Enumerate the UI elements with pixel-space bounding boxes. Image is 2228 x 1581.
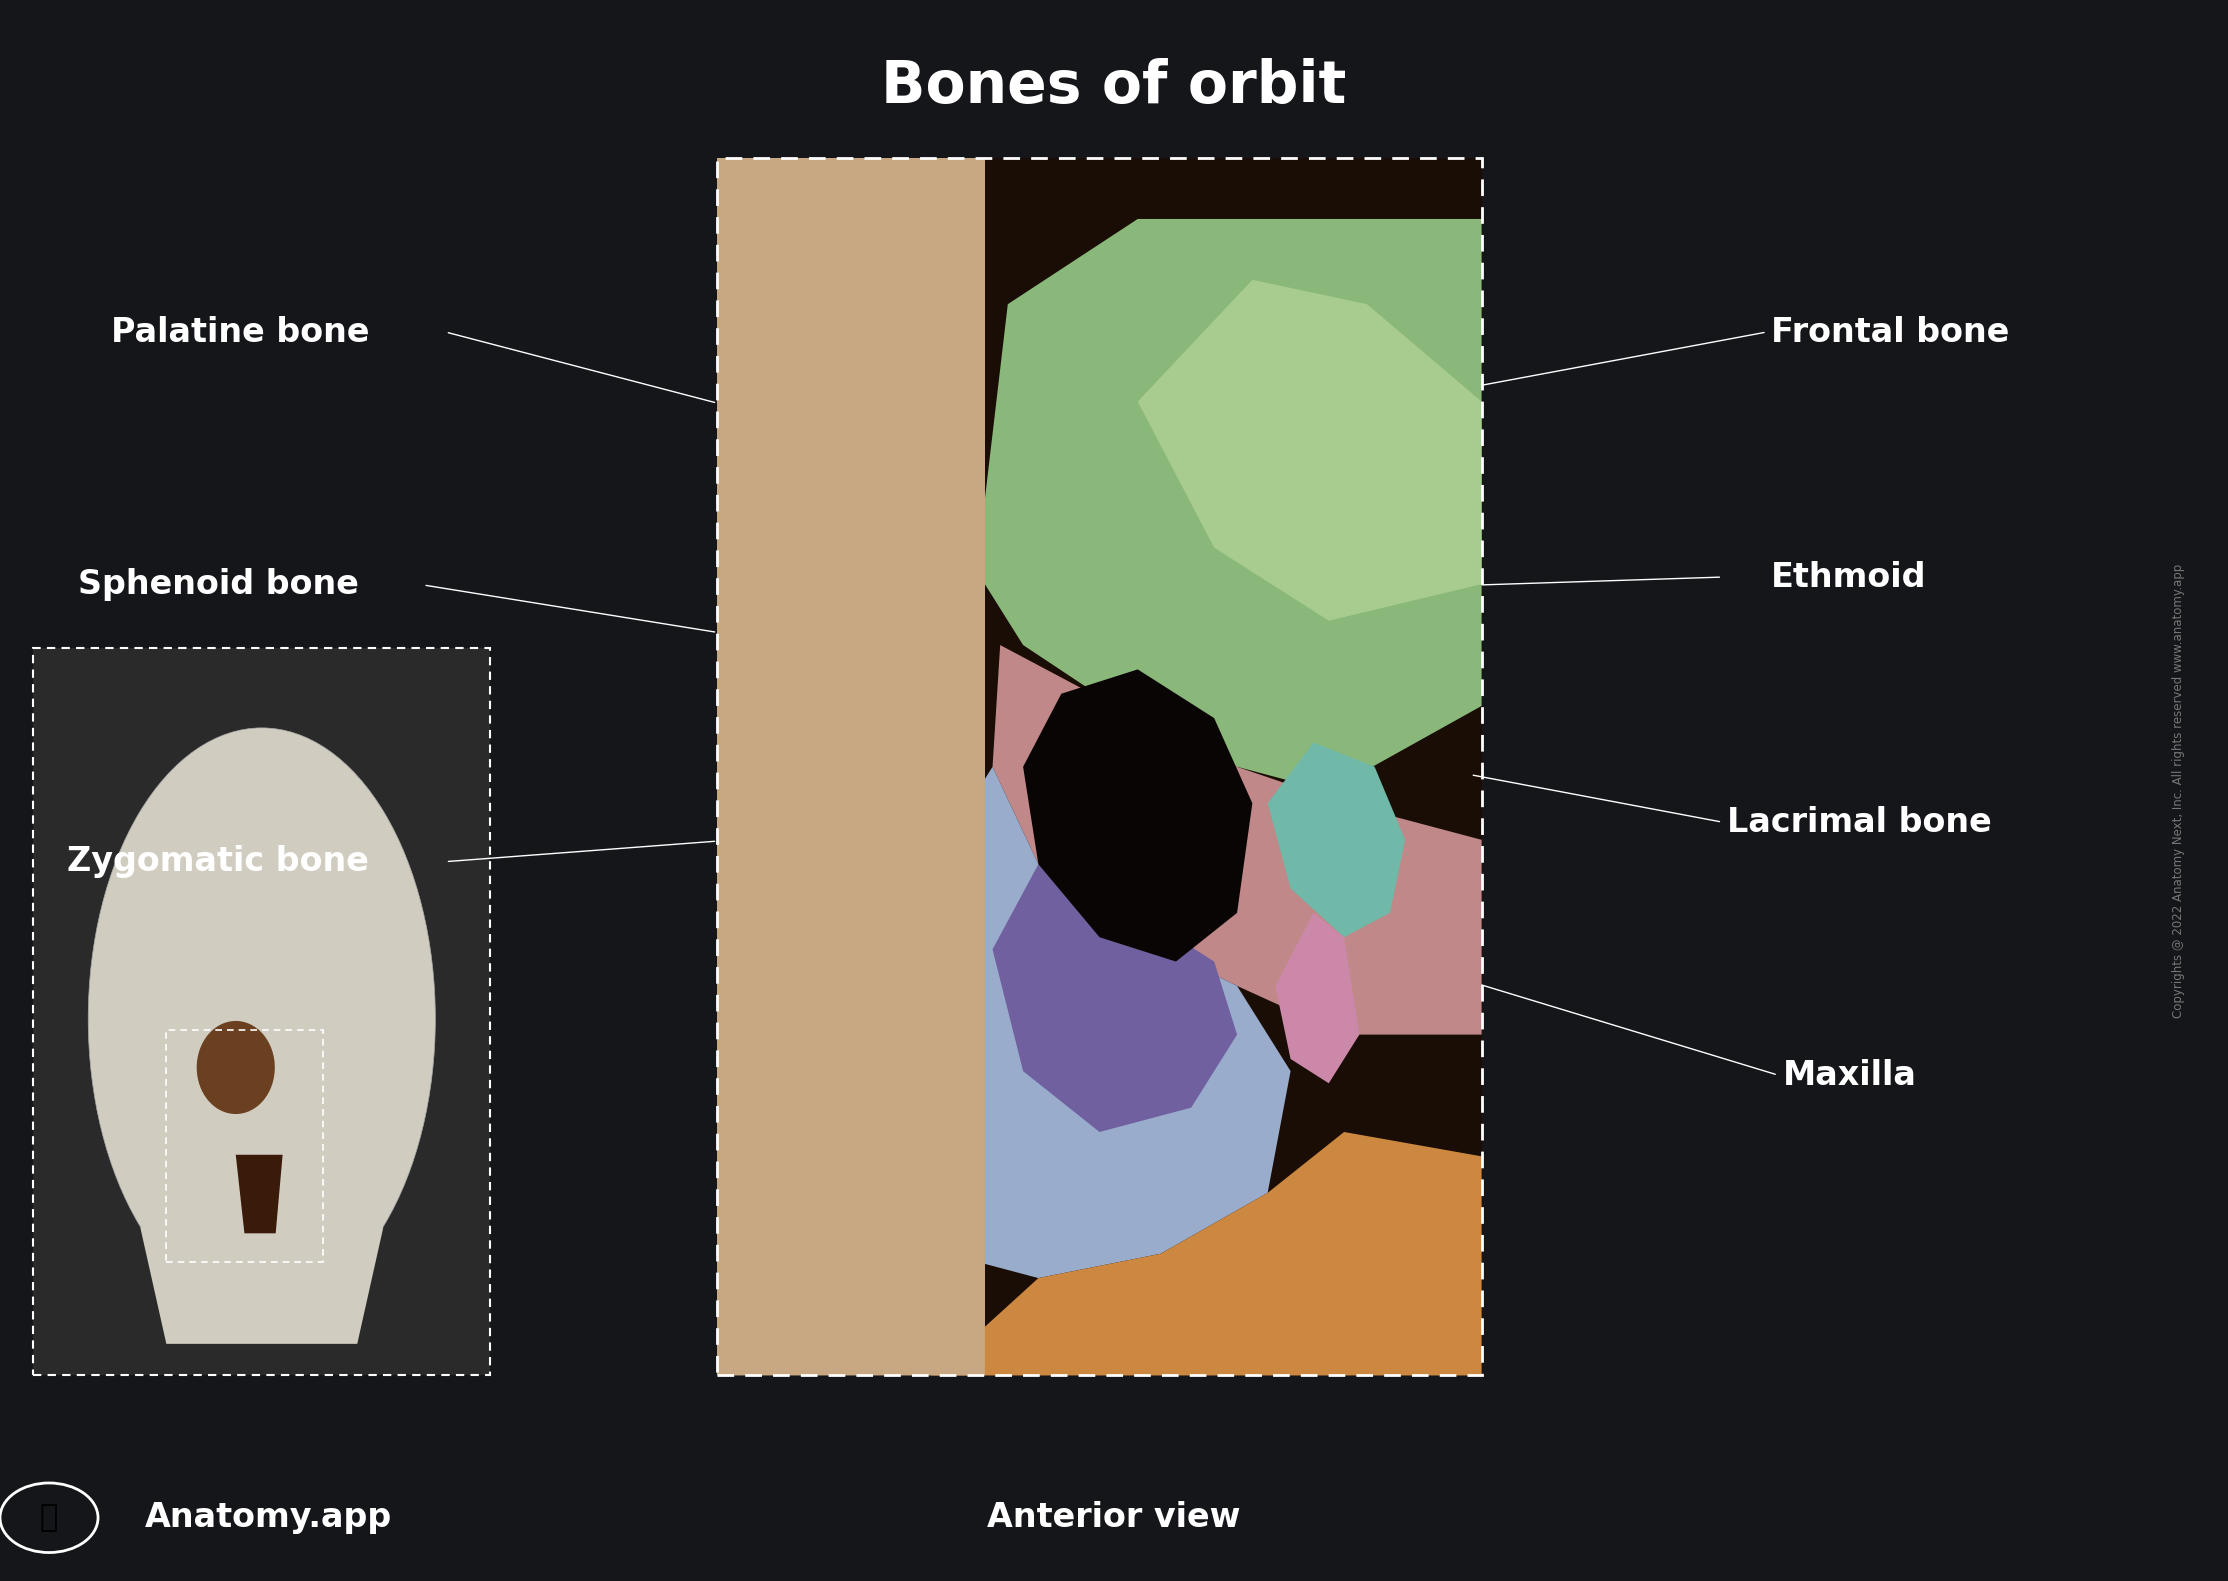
Polygon shape (916, 767, 1290, 1277)
Polygon shape (1023, 669, 1252, 961)
Ellipse shape (196, 1021, 274, 1115)
Text: Maxilla: Maxilla (1782, 1059, 1916, 1091)
Ellipse shape (89, 727, 434, 1309)
Polygon shape (1268, 743, 1406, 938)
Polygon shape (991, 865, 1237, 1132)
Polygon shape (1274, 912, 1359, 1083)
Polygon shape (140, 1227, 383, 1344)
Text: Anterior view: Anterior view (987, 1502, 1241, 1534)
Polygon shape (717, 158, 985, 1375)
Polygon shape (991, 645, 1482, 1034)
Text: Anatomy.app: Anatomy.app (145, 1502, 392, 1534)
Text: Sphenoid bone: Sphenoid bone (78, 569, 359, 601)
Polygon shape (717, 158, 1482, 1375)
Polygon shape (985, 220, 1482, 790)
Polygon shape (985, 158, 1482, 1375)
Text: Copyrights @ 2022 Anatomy Next, Inc. All rights reserved www.anatomy.app: Copyrights @ 2022 Anatomy Next, Inc. All… (2172, 563, 2186, 1018)
Text: Lacrimal bone: Lacrimal bone (1727, 806, 1992, 838)
FancyBboxPatch shape (33, 648, 490, 1375)
Text: Ethmoid: Ethmoid (1771, 561, 1927, 593)
Polygon shape (236, 1154, 283, 1233)
Polygon shape (1139, 280, 1482, 621)
Text: Zygomatic bone: Zygomatic bone (67, 846, 368, 877)
Polygon shape (717, 1132, 1482, 1375)
Text: Frontal bone: Frontal bone (1771, 316, 2010, 348)
Text: Bones of orbit: Bones of orbit (882, 58, 1346, 115)
Text: Palatine bone: Palatine bone (111, 316, 370, 348)
Text: 🧠: 🧠 (40, 1504, 58, 1532)
